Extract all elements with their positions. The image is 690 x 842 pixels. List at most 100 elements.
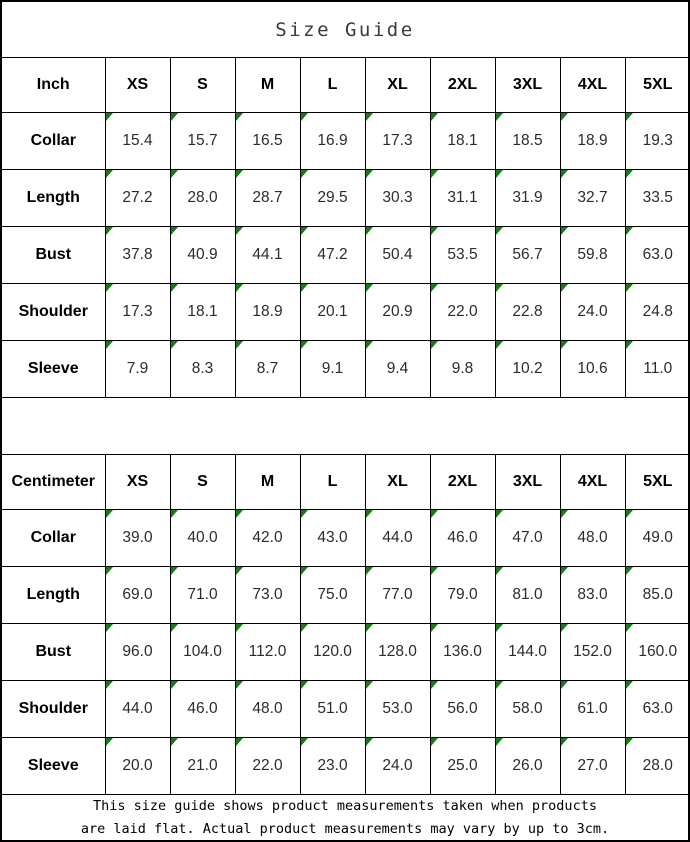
cm-cell-sleeve-xs: 20.0	[105, 737, 171, 795]
inch-cell-sleeve-2xl: 9.8	[430, 340, 496, 398]
cm-header-row: Centimeter XS S M L XL 2XL 3XL 4XL 5XL	[2, 455, 690, 510]
cm-cell-bust-3xl: 144.0	[495, 623, 561, 681]
cm-cell-sleeve-s: 21.0	[170, 737, 236, 795]
table-row: Sleeve 7.9 8.3 8.7 9.1 9.4 9.8 10.2 10.6 11.0	[2, 340, 690, 398]
inch-cell-collar-4xl: 18.9	[560, 112, 626, 170]
inch-size-header-3xl: 3XL	[495, 58, 561, 113]
cm-cell-bust-5xl: 160.0	[625, 623, 690, 681]
inch-cell-shoulder-l: 20.1	[300, 283, 366, 341]
inch-cell-bust-m: 44.1	[235, 226, 301, 284]
inch-cell-collar-s: 15.7	[170, 112, 236, 170]
cm-cell-bust-m: 112.0	[235, 623, 301, 681]
inch-cell-shoulder-s: 18.1	[170, 283, 236, 341]
inch-cell-shoulder-4xl: 24.0	[560, 283, 626, 341]
cm-cell-bust-xl: 128.0	[365, 623, 431, 681]
cm-cell-bust-4xl: 152.0	[560, 623, 626, 681]
cm-cell-collar-xs: 39.0	[105, 509, 171, 567]
inch-cell-collar-l: 16.9	[300, 112, 366, 170]
inch-cell-bust-l: 47.2	[300, 226, 366, 284]
cm-cell-bust-xs: 96.0	[105, 623, 171, 681]
inch-cell-sleeve-xl: 9.4	[365, 340, 431, 398]
cm-cell-collar-2xl: 46.0	[430, 509, 496, 567]
cm-cell-length-5xl: 85.0	[625, 566, 690, 624]
inch-row-label-bust: Bust	[2, 226, 106, 284]
cm-cell-collar-4xl: 48.0	[560, 509, 626, 567]
inch-cell-bust-5xl: 63.0	[625, 226, 690, 284]
cm-size-header-l: L	[300, 455, 366, 510]
table-row: Shoulder 44.0 46.0 48.0 51.0 53.0 56.0 58.0 61.0…	[2, 680, 690, 738]
cm-size-header-s: S	[170, 455, 236, 510]
cm-size-header-5xl: 5XL	[625, 455, 690, 510]
cm-cell-shoulder-5xl: 63.0	[625, 680, 690, 738]
page-title: Size Guide	[275, 18, 415, 41]
cm-row-label-bust: Bust	[2, 623, 106, 681]
cm-cell-sleeve-3xl: 26.0	[495, 737, 561, 795]
cm-size-header-3xl: 3XL	[495, 455, 561, 510]
centimeter-table: Centimeter XS S M L XL 2XL 3XL 4XL 5XL Collar 39.0 4…	[2, 455, 690, 795]
cm-size-header-4xl: 4XL	[560, 455, 626, 510]
footer-note-line-1: This size guide shows product measuremen…	[93, 798, 597, 815]
centimeter-table-body: Centimeter XS S M L XL 2XL 3XL 4XL 5XL Collar 39.0 4…	[2, 455, 690, 795]
inch-cell-bust-3xl: 56.7	[495, 226, 561, 284]
cm-cell-shoulder-l: 51.0	[300, 680, 366, 738]
inch-cell-collar-m: 16.5	[235, 112, 301, 170]
inch-size-header-m: M	[235, 58, 301, 113]
inch-cell-sleeve-m: 8.7	[235, 340, 301, 398]
inch-cell-length-2xl: 31.1	[430, 169, 496, 227]
inch-cell-shoulder-xs: 17.3	[105, 283, 171, 341]
cm-cell-bust-2xl: 136.0	[430, 623, 496, 681]
cm-cell-bust-s: 104.0	[170, 623, 236, 681]
inch-cell-sleeve-3xl: 10.2	[495, 340, 561, 398]
cm-cell-shoulder-m: 48.0	[235, 680, 301, 738]
table-row: Collar 15.4 15.7 16.5 16.9 17.3 18.1 18.5 18.9 19…	[2, 112, 690, 170]
inch-cell-sleeve-4xl: 10.6	[560, 340, 626, 398]
table-row: Sleeve 20.0 21.0 22.0 23.0 24.0 25.0 26.0 27.0 28…	[2, 737, 690, 795]
inch-size-header-xl: XL	[365, 58, 431, 113]
cm-cell-sleeve-4xl: 27.0	[560, 737, 626, 795]
inch-cell-length-l: 29.5	[300, 169, 366, 227]
inch-row-label-length: Length	[2, 169, 106, 227]
inch-cell-collar-3xl: 18.5	[495, 112, 561, 170]
inch-cell-length-m: 28.7	[235, 169, 301, 227]
inch-row-label-collar: Collar	[2, 112, 106, 170]
cm-cell-shoulder-xs: 44.0	[105, 680, 171, 738]
cm-cell-length-s: 71.0	[170, 566, 236, 624]
cm-cell-collar-s: 40.0	[170, 509, 236, 567]
inch-cell-sleeve-s: 8.3	[170, 340, 236, 398]
inch-cell-bust-s: 40.9	[170, 226, 236, 284]
inch-size-header-l: L	[300, 58, 366, 113]
cm-row-label-sleeve: Sleeve	[2, 737, 106, 795]
inch-cell-length-xs: 27.2	[105, 169, 171, 227]
cm-size-header-xl: XL	[365, 455, 431, 510]
table-separator-row	[2, 398, 688, 455]
inch-cell-sleeve-l: 9.1	[300, 340, 366, 398]
inch-size-header-5xl: 5XL	[625, 58, 690, 113]
cm-cell-length-xs: 69.0	[105, 566, 171, 624]
inch-cell-shoulder-m: 18.9	[235, 283, 301, 341]
table-row: Shoulder 17.3 18.1 18.9 20.1 20.9 22.0 22.8 24.0…	[2, 283, 690, 341]
inch-table-body: Inch XS S M L XL 2XL 3XL 4XL 5XL Collar 15.4 15.7 16.…	[2, 58, 690, 398]
cm-cell-collar-xl: 44.0	[365, 509, 431, 567]
cm-cell-shoulder-3xl: 58.0	[495, 680, 561, 738]
cm-cell-sleeve-xl: 24.0	[365, 737, 431, 795]
inch-cell-collar-xl: 17.3	[365, 112, 431, 170]
cm-cell-sleeve-l: 23.0	[300, 737, 366, 795]
inch-cell-sleeve-xs: 7.9	[105, 340, 171, 398]
cm-size-header-xs: XS	[105, 455, 171, 510]
cm-row-label-length: Length	[2, 566, 106, 624]
cm-cell-collar-5xl: 49.0	[625, 509, 690, 567]
inch-table: Inch XS S M L XL 2XL 3XL 4XL 5XL Collar 15.4 15.7 16.…	[2, 58, 690, 398]
inch-cell-length-5xl: 33.5	[625, 169, 690, 227]
inch-cell-shoulder-xl: 20.9	[365, 283, 431, 341]
inch-table-block: Inch XS S M L XL 2XL 3XL 4XL 5XL Collar 15.4 15.7 16.…	[2, 58, 690, 398]
inch-cell-length-xl: 30.3	[365, 169, 431, 227]
title-row: Size Guide	[2, 2, 688, 58]
table-row: Bust 96.0 104.0 112.0 120.0 128.0 136.0 144.0 15…	[2, 623, 690, 681]
cm-cell-bust-l: 120.0	[300, 623, 366, 681]
cm-cell-shoulder-4xl: 61.0	[560, 680, 626, 738]
inch-cell-length-s: 28.0	[170, 169, 236, 227]
inch-unit-label: Inch	[2, 58, 106, 113]
inch-cell-shoulder-5xl: 24.8	[625, 283, 690, 341]
table-row: Bust 37.8 40.9 44.1 47.2 50.4 53.5 56.7 59.8 63.0	[2, 226, 690, 284]
